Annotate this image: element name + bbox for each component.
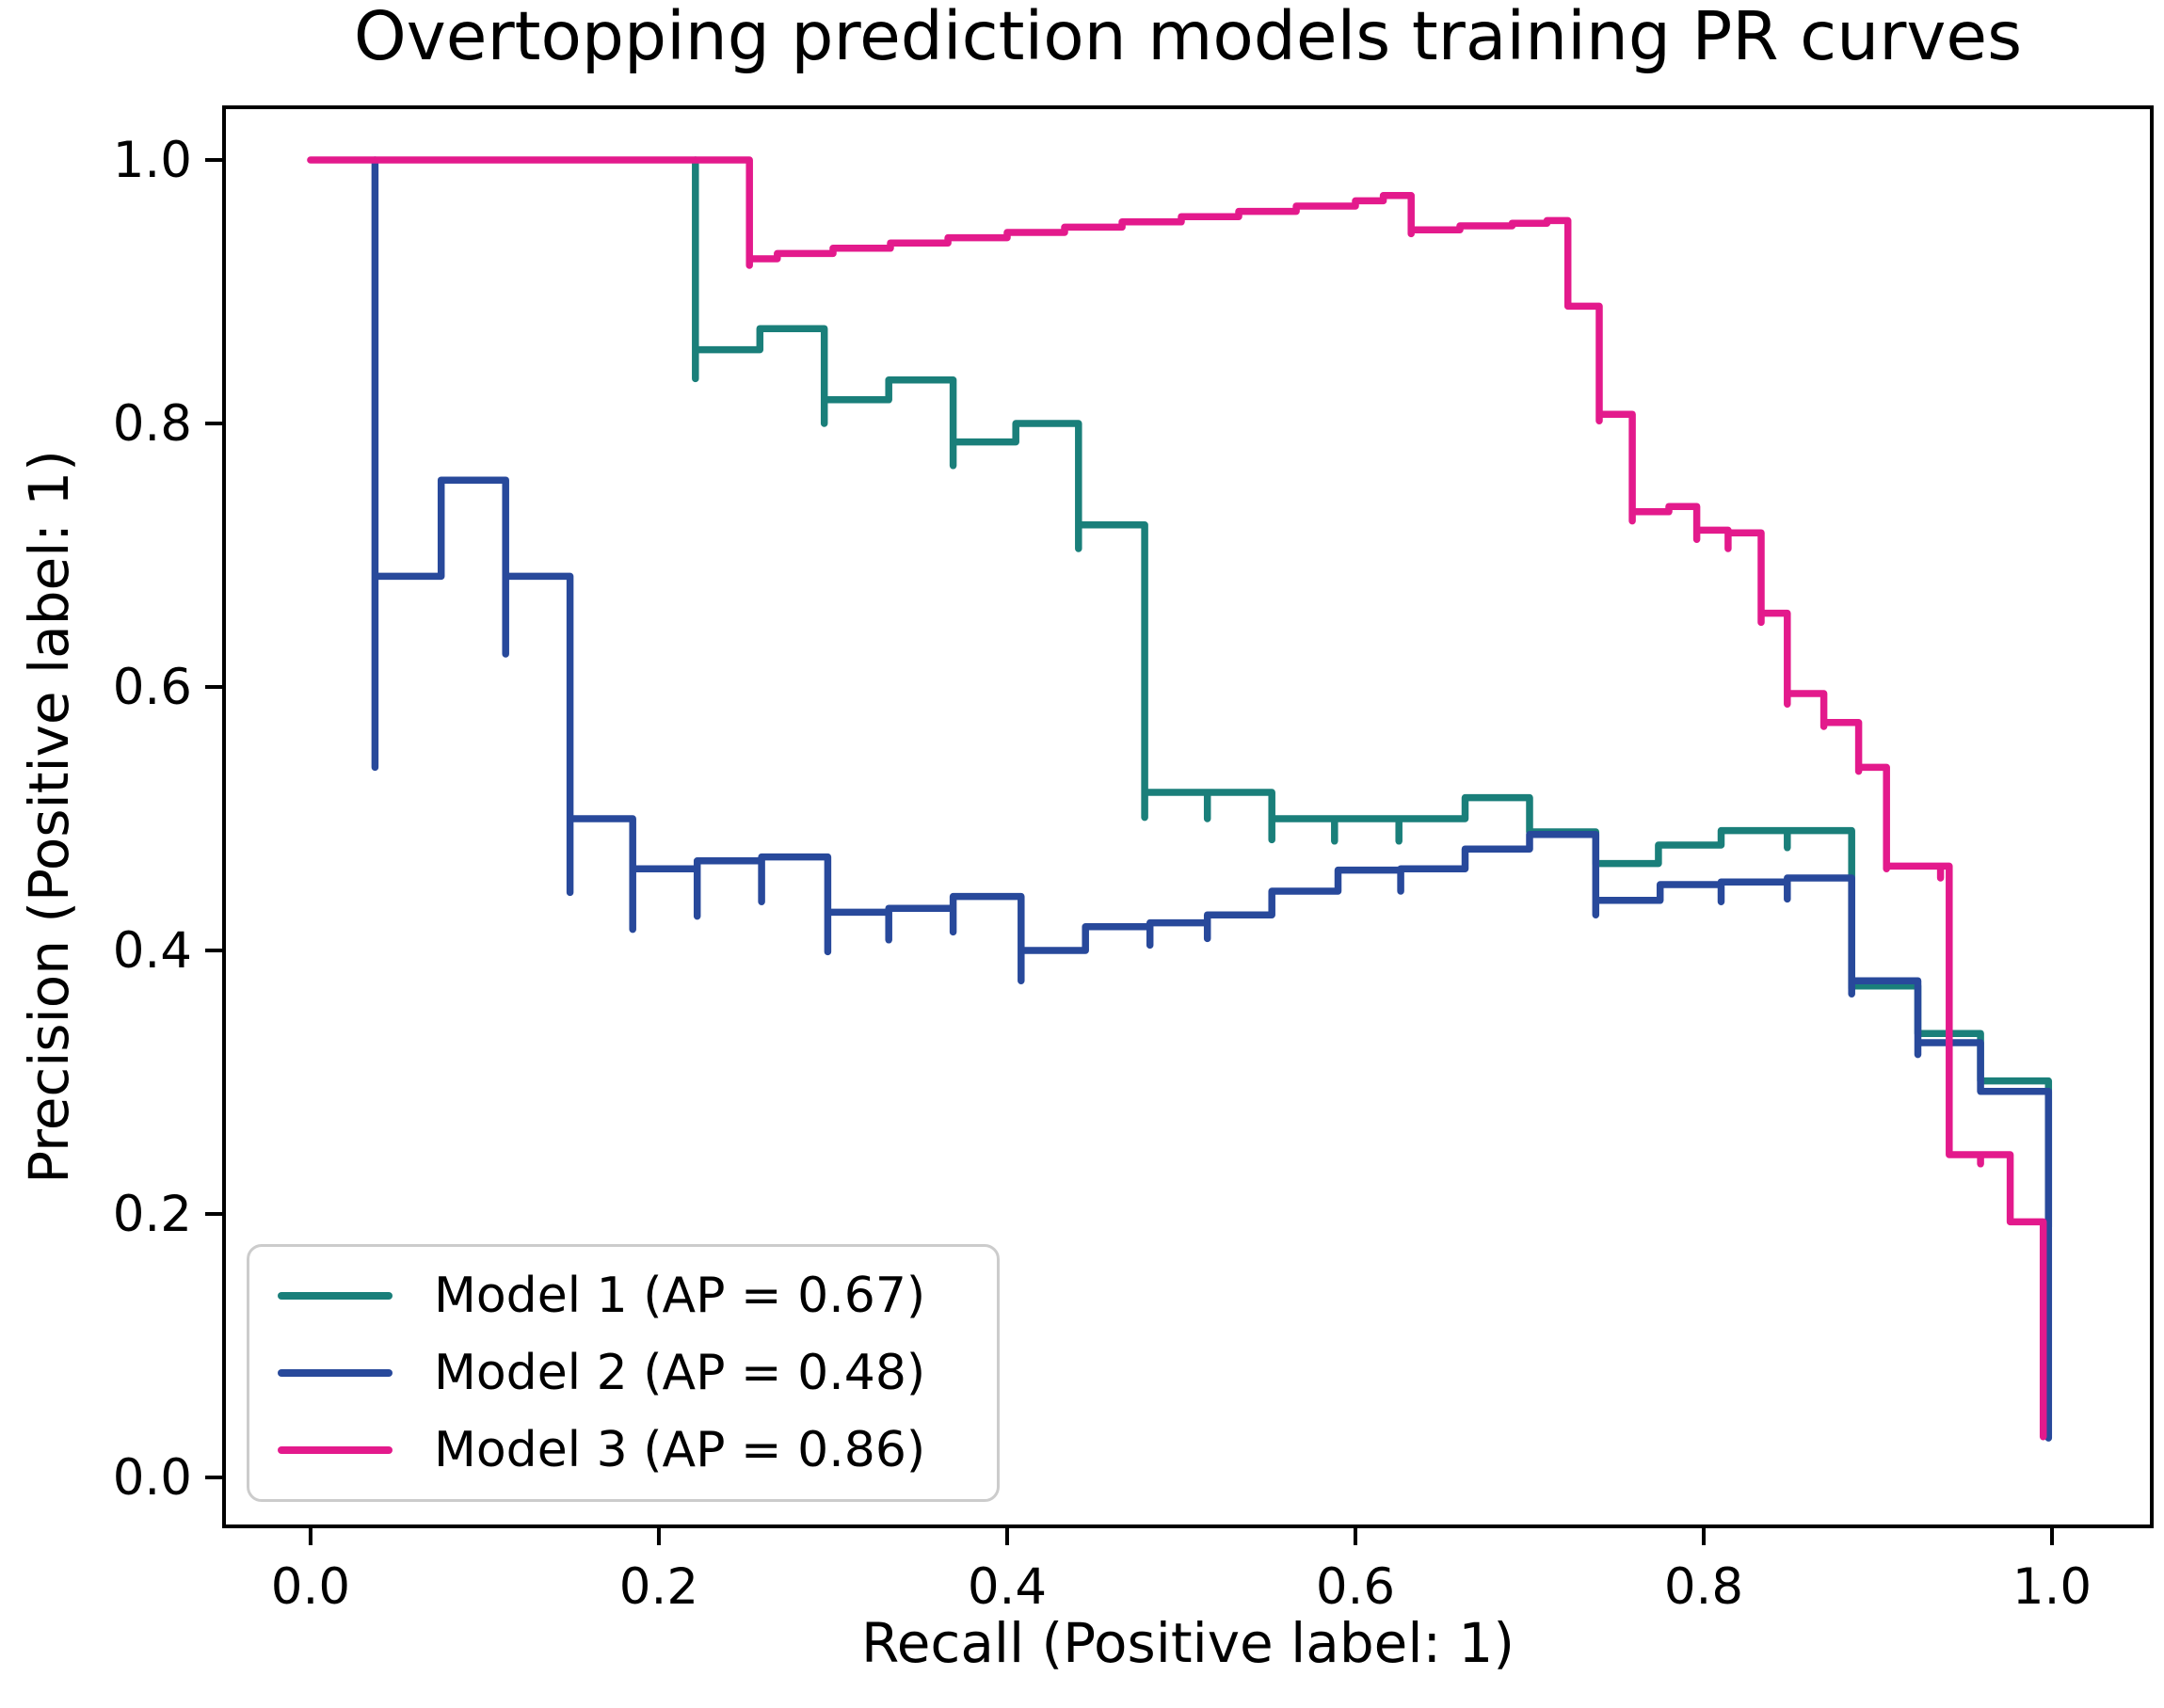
legend-swatch-model-1 <box>278 1292 393 1300</box>
legend-label-model-1: Model 1 (AP = 0.67) <box>434 1268 926 1324</box>
pr-curve-2 <box>371 156 2053 1442</box>
legend-row-model-3: Model 3 (AP = 0.86) <box>278 1412 997 1489</box>
y-tick-label: 1.0 <box>113 132 192 189</box>
pr-curve-3 <box>307 156 2047 1441</box>
x-tick-label: 0.2 <box>619 1558 698 1616</box>
legend-label-model-3: Model 3 (AP = 0.86) <box>434 1422 926 1478</box>
y-tick-label: 0.2 <box>113 1186 192 1243</box>
x-tick-label: 0.8 <box>1664 1558 1743 1616</box>
x-tick-label: 0.4 <box>968 1558 1047 1616</box>
y-tick-label: 0.6 <box>113 659 192 716</box>
legend-swatch-model-3 <box>278 1446 393 1454</box>
x-tick-label: 0.6 <box>1316 1558 1395 1616</box>
y-tick-label: 0.8 <box>113 395 192 453</box>
axes-spines <box>222 105 2154 1528</box>
legend-row-model-1: Model 1 (AP = 0.67) <box>278 1257 997 1334</box>
legend-label-model-2: Model 2 (AP = 0.48) <box>434 1345 926 1401</box>
legend: Model 1 (AP = 0.67) Model 2 (AP = 0.48) … <box>247 1244 1000 1502</box>
x-tick-label: 0.0 <box>271 1558 350 1616</box>
y-tick-label: 0.4 <box>113 922 192 980</box>
legend-row-model-2: Model 2 (AP = 0.48) <box>278 1334 997 1412</box>
chart-title: Overtopping prediction models training P… <box>353 0 2023 75</box>
y-axis-label: Precision (Positive label: 1) <box>17 450 81 1184</box>
y-tick-label: 0.0 <box>113 1449 192 1507</box>
x-axis-label: Recall (Positive label: 1) <box>861 1611 1515 1675</box>
pr-curve-1 <box>692 156 2053 1231</box>
x-tick-label: 1.0 <box>2012 1558 2092 1616</box>
legend-swatch-model-2 <box>278 1369 393 1377</box>
